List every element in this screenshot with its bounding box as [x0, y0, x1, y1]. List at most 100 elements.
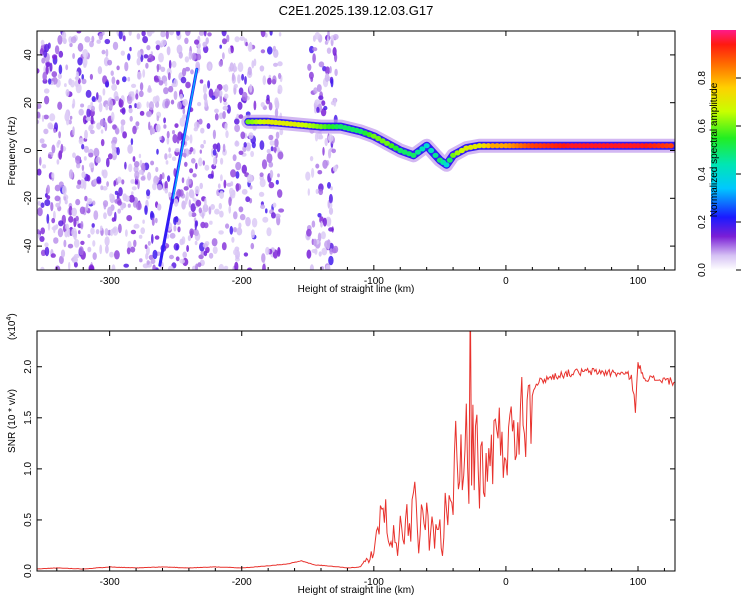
heatmap-noise-cell	[47, 154, 52, 159]
heatmap-noise-cell	[212, 246, 218, 255]
heatmap-noise-cell	[41, 57, 46, 64]
heatmap-noise-cell	[218, 263, 225, 270]
heatmap-noise-cell	[155, 123, 161, 133]
heatmap-noise-cell	[327, 182, 331, 189]
heatmap-noise-cell	[172, 130, 175, 135]
heatmap-noise-cell	[222, 111, 226, 119]
heatmap-noise-cell	[159, 173, 163, 181]
heatmap-noise-cell	[260, 31, 266, 38]
heatmap-noise-cell	[129, 115, 133, 122]
heatmap-ridge-cell	[489, 143, 496, 149]
heatmap-noise-cell	[46, 213, 50, 224]
heatmap-noise-cell	[224, 122, 228, 131]
snr-x-tick-label: -300	[100, 577, 120, 588]
heatmap-noise-cell	[50, 202, 54, 212]
heatmap-noise-cell	[320, 231, 326, 240]
heatmap-noise-cell	[204, 164, 210, 171]
heatmap-noise-cell	[103, 212, 107, 220]
heatmap-noise-cell	[65, 110, 69, 120]
heatmap-noise-cell	[73, 230, 77, 240]
heatmap-noise-cell	[261, 253, 266, 263]
heatmap-noise-cell	[268, 134, 274, 141]
heatmap-noise-cell	[146, 45, 151, 51]
heatmap-noise-cell	[44, 95, 50, 105]
heatmap-noise-cell	[189, 147, 194, 152]
heatmap-noise-cell	[317, 213, 322, 218]
heatmap-noise-cell	[194, 240, 198, 246]
colorbar-tick-label: 0.2	[697, 215, 708, 229]
heatmap-noise-cell	[114, 95, 120, 102]
heatmap-noise-cell	[143, 54, 149, 59]
heatmap-ridge-cell	[446, 157, 453, 163]
heatmap-noise-cell	[207, 173, 214, 179]
snr-x-tick-label: 0	[503, 577, 509, 588]
heatmap-noise-cell	[37, 68, 40, 74]
heatmap-noise-cell	[179, 93, 183, 100]
heatmap-noise-cell	[58, 255, 64, 265]
heatmap-noise-cell	[61, 31, 67, 40]
heatmap-noise-cell	[164, 180, 168, 191]
heatmap-noise-cell	[133, 165, 139, 173]
heatmap-noise-cell	[86, 108, 91, 118]
heatmap-noise-cell	[273, 146, 277, 153]
heatmap-noise-cell	[73, 239, 80, 248]
heatmap-noise-cell	[112, 41, 119, 51]
heatmap-noise-cell	[314, 32, 321, 40]
heatmap-noise-cell	[133, 239, 137, 248]
heatmap-noise-cell	[121, 107, 126, 115]
heatmap-noise-cell	[259, 172, 264, 177]
heatmap-noise-cell	[165, 31, 169, 40]
heatmap-noise-cell	[152, 96, 158, 104]
heatmap-noise-cell	[131, 191, 134, 196]
heatmap-noise-cell	[82, 49, 89, 59]
snr-series-line	[37, 331, 675, 570]
heatmap-noise-cell	[220, 157, 224, 165]
heatmap-noise-cell	[278, 32, 282, 37]
heatmap-noise-cell	[166, 46, 171, 56]
heatmap-noise-cell	[328, 193, 333, 204]
colorbar-tick-label: 0.0	[697, 263, 708, 277]
heatmap-noise-cell	[173, 198, 179, 207]
heatmap-noise-cell	[326, 47, 332, 54]
heatmap-noise-cell	[246, 267, 253, 270]
heatmap-noise-cell	[275, 179, 279, 185]
heatmap-ridge-cell	[428, 147, 435, 154]
snr-y-tick-label: 0.0	[23, 564, 34, 578]
heatmap-noise-cell	[274, 97, 279, 107]
heatmap-noise-cell	[277, 61, 283, 67]
spectrogram-y-tick-label: -20	[23, 191, 34, 206]
heatmap-noise-cell	[181, 200, 186, 210]
heatmap-noise-cell	[195, 220, 199, 227]
heatmap-noise-cell	[221, 242, 227, 251]
heatmap-noise-cell	[239, 36, 245, 41]
heatmap-noise-cell	[87, 246, 92, 253]
heatmap-noise-cell	[234, 261, 239, 270]
heatmap-noise-cell	[111, 142, 116, 151]
heatmap-noise-cell	[166, 130, 170, 139]
heatmap-noise-cell	[314, 248, 318, 255]
heatmap-noise-cell	[315, 188, 319, 195]
heatmap-noise-cell	[142, 69, 146, 78]
colorbar-tick-label: 0.6	[697, 119, 708, 133]
heatmap-noise-cell	[127, 144, 133, 154]
heatmap-noise-cell	[184, 161, 188, 167]
heatmap-noise-cell	[163, 124, 167, 129]
heatmap-noise-cell	[167, 265, 174, 270]
heatmap-noise-cell	[249, 185, 253, 190]
heatmap-noise-cell	[253, 100, 257, 111]
snr-y-tick-label: 0.5	[23, 513, 34, 527]
heatmap-noise-cell	[178, 51, 183, 59]
heatmap-noise-cell	[238, 87, 244, 96]
heatmap-noise-cell	[53, 237, 59, 244]
heatmap-noise-cell	[160, 66, 166, 73]
heatmap-noise-cell	[317, 170, 323, 175]
heatmap-noise-cell	[244, 76, 247, 85]
heatmap-noise-cell	[333, 245, 339, 254]
heatmap-noise-cell	[44, 242, 49, 248]
heatmap-noise-cell	[138, 234, 143, 239]
heatmap-noise-cell	[98, 102, 103, 113]
heatmap-noise-cell	[235, 161, 242, 171]
heatmap-noise-cell	[207, 80, 211, 89]
heatmap-noise-cell	[45, 65, 49, 75]
heatmap-noise-cell	[157, 203, 162, 211]
